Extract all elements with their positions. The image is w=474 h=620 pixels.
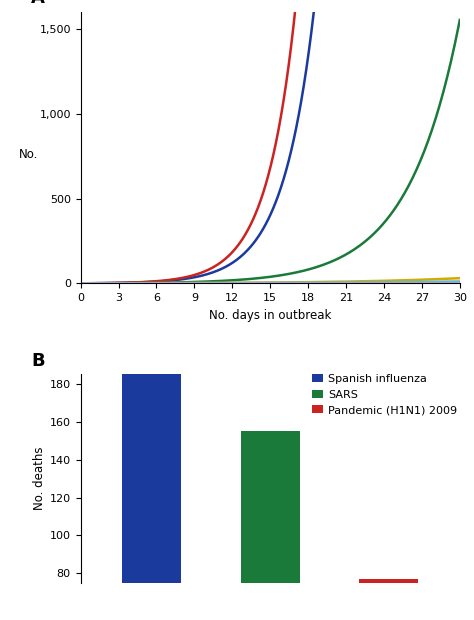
Legend: Spanish influenza, SARS, Pandemic (H1N1) 2009: Spanish influenza, SARS, Pandemic (H1N1)… — [307, 370, 462, 420]
Text: B: B — [31, 352, 45, 370]
Text: A: A — [31, 0, 45, 7]
Y-axis label: No. deaths: No. deaths — [33, 447, 46, 510]
Bar — [122, 278, 181, 583]
Bar — [359, 579, 418, 583]
X-axis label: No. days in outbreak: No. days in outbreak — [209, 309, 331, 322]
Bar — [240, 432, 300, 583]
Y-axis label: No.: No. — [18, 148, 38, 161]
